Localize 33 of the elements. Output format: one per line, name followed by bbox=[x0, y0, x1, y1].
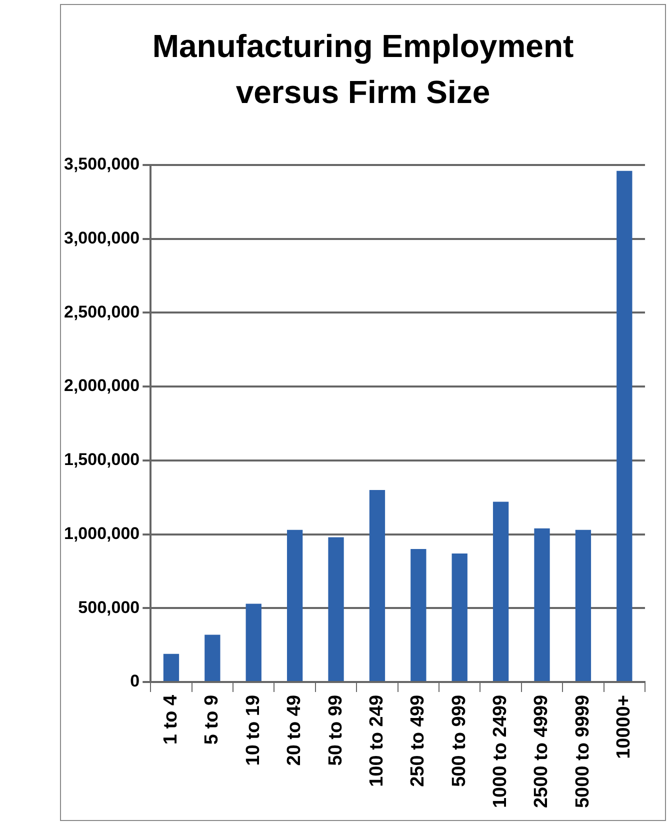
y-tick-label: 1,500,000 bbox=[64, 450, 140, 470]
x-tick-label: 500 to 999 bbox=[448, 694, 470, 787]
x-tick-label: 1 to 4 bbox=[160, 694, 182, 745]
bar bbox=[204, 634, 220, 681]
y-tick-label: 3,000,000 bbox=[64, 228, 140, 248]
x-tick-label: 20 to 49 bbox=[284, 694, 306, 766]
y-tick-label: 2,000,000 bbox=[64, 376, 140, 396]
bar bbox=[286, 530, 303, 681]
bar bbox=[452, 553, 468, 681]
x-tick-label: 10 to 19 bbox=[242, 694, 264, 766]
bar bbox=[163, 654, 180, 681]
y-tick-label: 1,000,000 bbox=[64, 524, 140, 543]
bar bbox=[369, 490, 386, 681]
bar bbox=[328, 537, 344, 681]
y-tick-label: 500,000 bbox=[78, 598, 140, 617]
x-tick-label: 2500 to 4999 bbox=[531, 694, 552, 808]
x-tick-label: 50 to 99 bbox=[325, 694, 346, 766]
x-tick-label: 250 to 499 bbox=[408, 694, 429, 787]
chart-title: Manufacturing Employment versus Firm Size bbox=[151, 27, 575, 112]
bar bbox=[616, 170, 632, 681]
y-tick-label: 0 bbox=[130, 672, 140, 691]
x-tick-label: 100 to 249 bbox=[366, 694, 388, 787]
bar bbox=[492, 502, 509, 681]
x-tick-label: 5000 to 9999 bbox=[572, 694, 594, 808]
bar bbox=[410, 549, 426, 681]
x-tick-label: 5 to 9 bbox=[202, 694, 223, 745]
bar bbox=[246, 604, 262, 681]
bar bbox=[575, 530, 592, 681]
y-tick-label: 2,500,000 bbox=[64, 302, 140, 322]
bar bbox=[534, 528, 550, 681]
x-tick-label: 1000 to 2499 bbox=[490, 694, 512, 808]
y-tick-label: 3,500,000 bbox=[64, 154, 140, 174]
x-tick-label: 10000+ bbox=[614, 694, 635, 759]
